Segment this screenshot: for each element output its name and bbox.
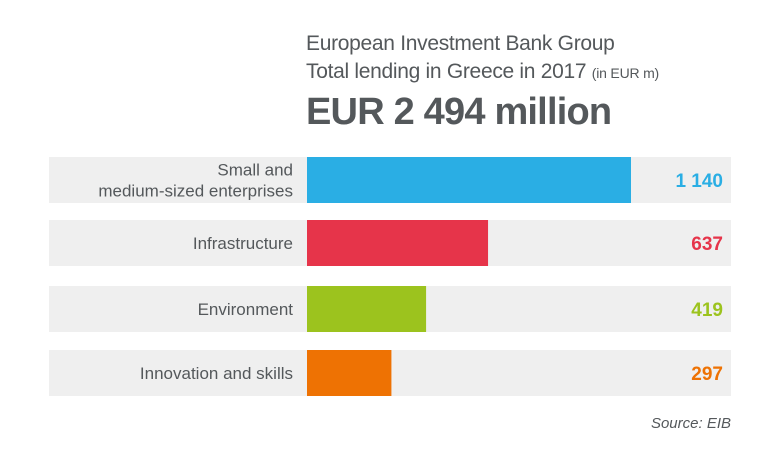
chart-subtitle-text: Total lending in Greece in 2017	[306, 60, 587, 83]
value-label: 297	[691, 364, 723, 385]
category-label: Innovation and skills	[140, 364, 293, 383]
bar	[307, 350, 392, 396]
chart-title-block: European Investment Bank Group Total len…	[306, 30, 659, 135]
category-label: Environment	[198, 300, 294, 319]
category-label: Infrastructure	[193, 234, 293, 253]
bar	[307, 286, 427, 332]
value-label: 1 140	[675, 171, 723, 192]
value-label: 637	[691, 234, 723, 255]
bar	[307, 220, 489, 266]
chart-subtitle: Total lending in Greece in 2017 (in EUR …	[306, 58, 659, 87]
source-note: Source: EIB	[650, 415, 731, 432]
value-label: 419	[691, 300, 723, 321]
category-label: Small and medium-sized enterprises	[98, 161, 293, 201]
bar	[307, 157, 631, 203]
chart-unit: (in EUR m)	[591, 65, 660, 81]
chart-total: EUR 2 494 million	[306, 91, 612, 133]
chart-title: European Investment Bank Group	[306, 32, 615, 55]
